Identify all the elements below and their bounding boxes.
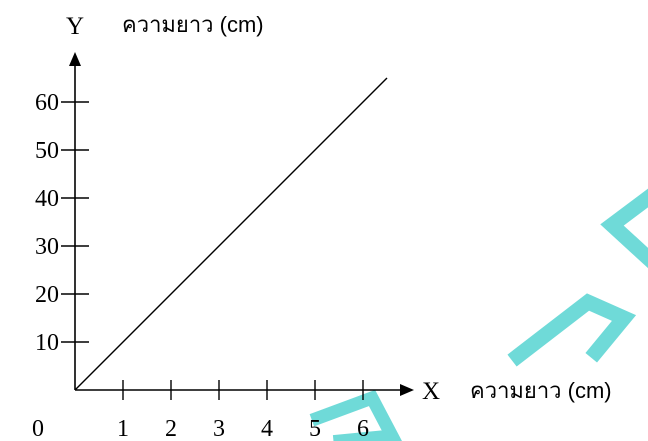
y-axis-unit-label: ความยาว (cm) — [122, 12, 264, 37]
x-tick-label: 4 — [261, 416, 273, 441]
watermark-stroke-c — [309, 389, 402, 441]
x-tick-label: 2 — [165, 416, 177, 441]
y-ticks: 10 20 30 40 50 60 — [35, 90, 89, 356]
y-tick-label: 40 — [35, 186, 59, 212]
watermark-stroke-b — [507, 293, 637, 367]
watermark-stroke-a — [600, 188, 648, 269]
data-line — [74, 77, 388, 391]
y-tick-label: 20 — [35, 282, 59, 308]
y-tick-label: 30 — [35, 234, 59, 260]
x-tick-label: 3 — [213, 416, 225, 441]
y-tick-label: 10 — [35, 330, 59, 356]
y-tick-label: 60 — [35, 90, 59, 116]
x-axis-unit-label: ความยาว (cm) — [470, 378, 612, 403]
x-tick-label: 5 — [309, 416, 321, 441]
x-tick-label: 6 — [357, 416, 369, 441]
x-ticks: 1 2 3 4 5 6 — [117, 380, 369, 441]
y-tick-label: 50 — [35, 138, 59, 164]
y-axis-letter: Y — [66, 13, 84, 40]
x-tick-label: 1 — [117, 416, 129, 441]
watermark-strokes — [309, 188, 648, 441]
x-axis-letter: X — [422, 378, 440, 405]
y-axis-arrowhead — [69, 52, 81, 66]
x-axis-arrowhead — [400, 384, 414, 396]
origin-label: 0 — [32, 416, 44, 441]
